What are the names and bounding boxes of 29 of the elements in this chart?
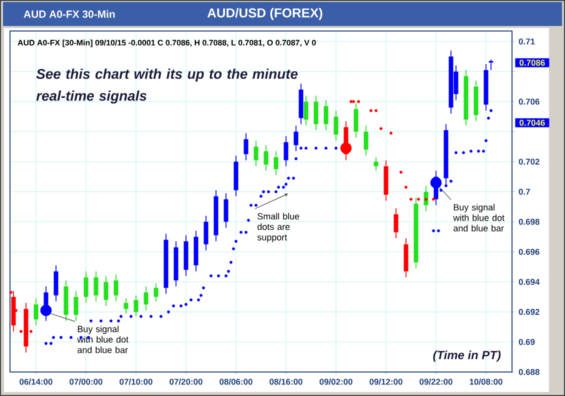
text: 0.7046	[520, 120, 545, 126]
chart-title: AUD/USD (FOREX)	[207, 8, 322, 20]
x-tick-label: 07/00:00	[70, 378, 102, 385]
y-tick-label: 0.692	[518, 308, 540, 315]
x-tick-label: 07/10:00	[120, 378, 152, 385]
annotation: Small blue dots are support	[257, 212, 300, 242]
y-tick-label: 0.702	[518, 158, 540, 165]
x-tick-label: 10/08:00	[470, 378, 502, 385]
y-tick-label: 0.696	[518, 248, 540, 255]
x-tick-label: 09/22:00	[420, 378, 452, 385]
y-tick-label: 0.694	[518, 278, 540, 285]
x-tick-label: 09/02:00	[320, 378, 352, 385]
x-tick-label: 09/12:00	[370, 378, 402, 385]
x-tick-label: 07/20:00	[170, 378, 202, 385]
annotation: See this chart with its up to the minute real-time signals	[36, 68, 298, 104]
y-tick-label: 0.71	[518, 38, 535, 45]
x-tick-label: 08/16:00	[270, 378, 302, 385]
annotation: Buy signal with blue dot and blue bar	[77, 326, 128, 354]
text: AUD A0-FX 30-Min	[24, 10, 115, 18]
y-tick-label: 0.688	[518, 369, 540, 375]
text: 0.7086	[520, 60, 545, 66]
y-tick-label: 0.69	[518, 338, 535, 345]
x-tick-label: 06/14:00	[20, 378, 52, 385]
x-tick-label: 08/06:00	[220, 378, 252, 385]
y-tick-label: 0.698	[518, 218, 540, 225]
annotation: (Time in PT)	[433, 350, 501, 362]
y-tick-label: 0.706	[518, 98, 540, 105]
annotation: Buy signal with blue dot and blue bar	[453, 204, 504, 232]
y-tick-label: 0.7	[518, 188, 530, 195]
